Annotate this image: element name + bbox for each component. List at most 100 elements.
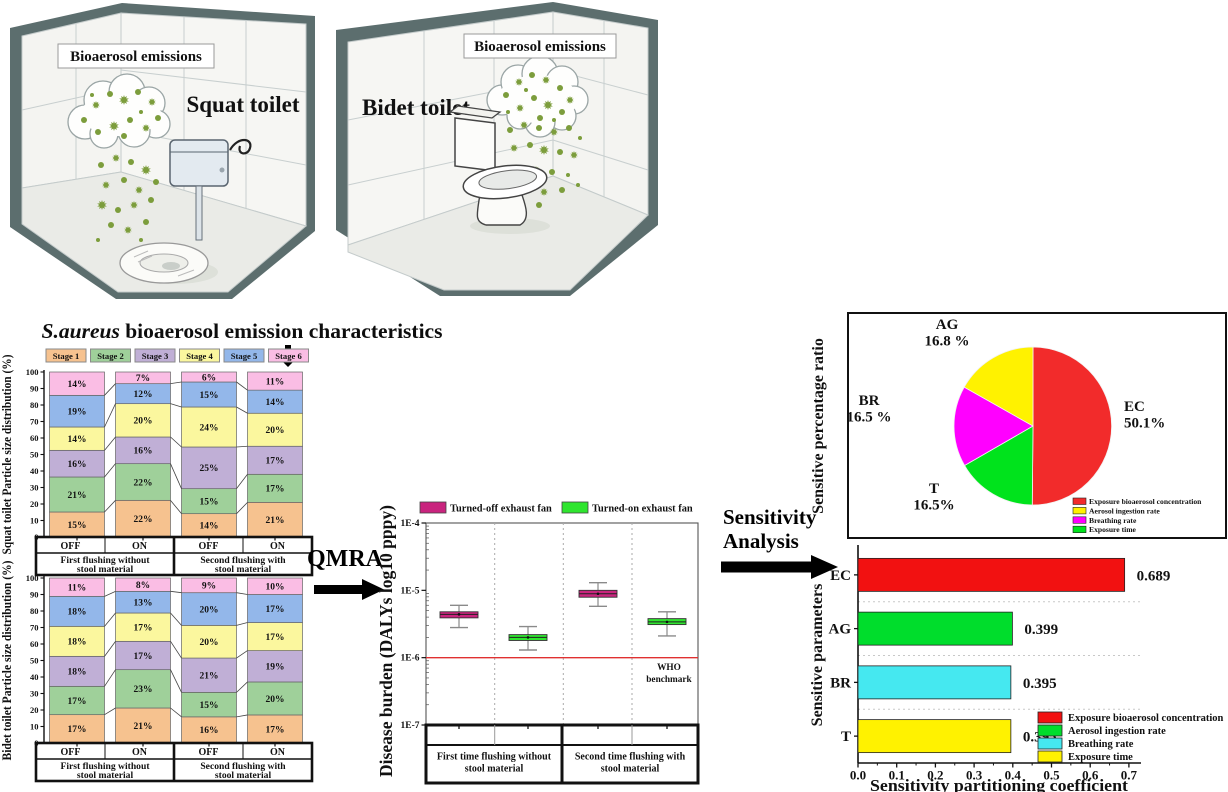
stacked-segment [247,473,303,503]
sensitivity-analysis-line1: Sensitivity [723,505,817,529]
svg-text:70: 70 [30,416,39,426]
svg-text:Stage 1: Stage 1 [53,351,80,361]
svg-text:1E-4: 1E-4 [401,519,420,529]
svg-text:17%: 17% [266,633,285,643]
svg-text:100: 100 [26,573,39,583]
stacked-segment [49,371,105,396]
svg-text:0.395: 0.395 [1023,676,1057,692]
svg-text:21%: 21% [266,516,285,526]
stacked-segment [115,640,171,671]
svg-text:16%: 16% [200,726,219,736]
svg-text:OFF: OFF [61,747,81,758]
svg-text:16.5%: 16.5% [913,498,954,514]
stacked-segment [115,612,171,642]
stacked-segment [247,622,303,651]
sensitivity-analysis-line2: Analysis [723,529,799,553]
svg-text:ON: ON [270,747,286,758]
svg-text:22%: 22% [134,515,153,525]
svg-text:17%: 17% [134,652,153,662]
svg-text:Second flushing with: Second flushing with [200,761,286,772]
disease-burden-boxplot: Disease burden (DALYs log10 pppy) Turned-… [376,501,700,785]
svg-text:BR: BR [859,393,880,409]
svg-text:Exposure bioaerosol concentrat: Exposure bioaerosol concentration [1068,713,1224,724]
stacked-segment [181,716,237,744]
svg-text:50: 50 [30,655,39,665]
svg-text:Stage 5: Stage 5 [231,351,258,361]
stacked-segment [247,681,303,716]
svg-text:20: 20 [30,499,39,509]
stacked-segment [181,657,237,693]
stacked-segment [181,446,237,490]
stacked-segment [115,707,171,744]
stacked-segment [115,669,171,709]
svg-text:0.399: 0.399 [1024,622,1058,638]
section-title-rest: bioaerosol emission characteristics [119,319,443,343]
svg-text:18%: 18% [68,638,87,648]
svg-text:stool material: stool material [601,764,660,775]
emission-label-box: Bioaerosol emissions [57,43,215,69]
stacked-segment [49,685,105,716]
svg-text:15%: 15% [200,497,219,507]
stacked-segment [49,577,105,597]
svg-text:Exposure bioaerosol concentrat: Exposure bioaerosol concentration [1089,497,1202,506]
svg-text:25%: 25% [200,464,219,474]
svg-text:20%: 20% [266,426,285,436]
section-title-italic: S.aureus [41,319,120,343]
svg-text:20: 20 [30,705,39,715]
stacked-segment [49,625,105,657]
svg-text:BR: BR [830,675,851,691]
svg-text:stool material: stool material [77,770,134,781]
svg-text:17%: 17% [266,725,285,735]
svg-text:AG: AG [829,622,852,638]
arrow-right-icon [721,555,838,579]
svg-text:Disease burden (DALYs log10 pp: Disease burden (DALYs log10 pppy) [376,505,397,777]
svg-text:stool material: stool material [215,564,272,575]
svg-text:90: 90 [30,589,39,599]
hbar-AG [857,611,1013,646]
svg-text:70: 70 [30,622,39,632]
bacteria-icon-cluster-cloud [81,89,161,139]
svg-text:40: 40 [30,672,39,682]
squat-toilet-cistern [169,138,252,241]
svg-text:Second time flushing with: Second time flushing with [575,752,686,763]
svg-text:0.4: 0.4 [1005,768,1022,783]
svg-text:14%: 14% [68,380,87,390]
svg-text:1E-5: 1E-5 [401,586,420,596]
svg-text:AG: AG [936,317,959,333]
svg-text:0.1: 0.1 [889,768,905,783]
svg-text:Aerosol ingestion rate: Aerosol ingestion rate [1089,506,1160,515]
svg-text:17%: 17% [266,485,285,495]
svg-text:0.689: 0.689 [1137,568,1171,584]
svg-text:Bidet toilet Particle size dis: Bidet toilet Particle size distribution … [0,561,14,761]
svg-text:9%: 9% [202,582,216,592]
svg-text:Stage 4: Stage 4 [186,351,213,361]
svg-text:17%: 17% [134,623,153,633]
svg-text:22%: 22% [134,478,153,488]
svg-text:80: 80 [30,400,39,410]
svg-text:23%: 23% [134,685,153,695]
bidet-particle-distribution-chart: Bidet toilet Particle size distribution … [0,561,314,783]
bacteria-icon-cluster-cloud [503,72,574,122]
svg-text:11%: 11% [68,583,86,593]
squat-toilet-room-illustration: Bioaerosol emissions Squat toilet [10,3,315,299]
bidet-toilet-fixture [448,105,550,234]
svg-text:16.5 %: 16.5 % [847,410,892,426]
bidet-toilet-room-illustration: Bioaerosol emissions Bidet toilet [336,2,658,296]
svg-text:30: 30 [30,688,39,698]
hbar-EC [857,557,1126,592]
hbar-T [857,719,1012,754]
svg-text:6%: 6% [202,373,216,383]
svg-text:19%: 19% [266,663,285,673]
svg-text:18%: 18% [68,608,87,618]
svg-text:12%: 12% [134,390,153,400]
stacked-segment [247,577,303,595]
svg-text:20%: 20% [134,417,153,427]
squat-pan [119,242,218,284]
stacked-segment [115,371,171,385]
stacked-segment [49,394,105,428]
svg-text:1E-7: 1E-7 [401,721,420,731]
svg-text:14%: 14% [266,398,285,408]
svg-text:OFF: OFF [61,541,81,552]
